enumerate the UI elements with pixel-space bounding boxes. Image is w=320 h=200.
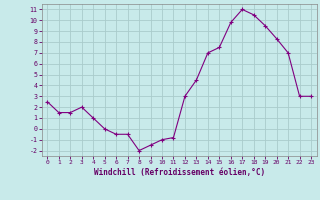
- X-axis label: Windchill (Refroidissement éolien,°C): Windchill (Refroidissement éolien,°C): [94, 168, 265, 177]
